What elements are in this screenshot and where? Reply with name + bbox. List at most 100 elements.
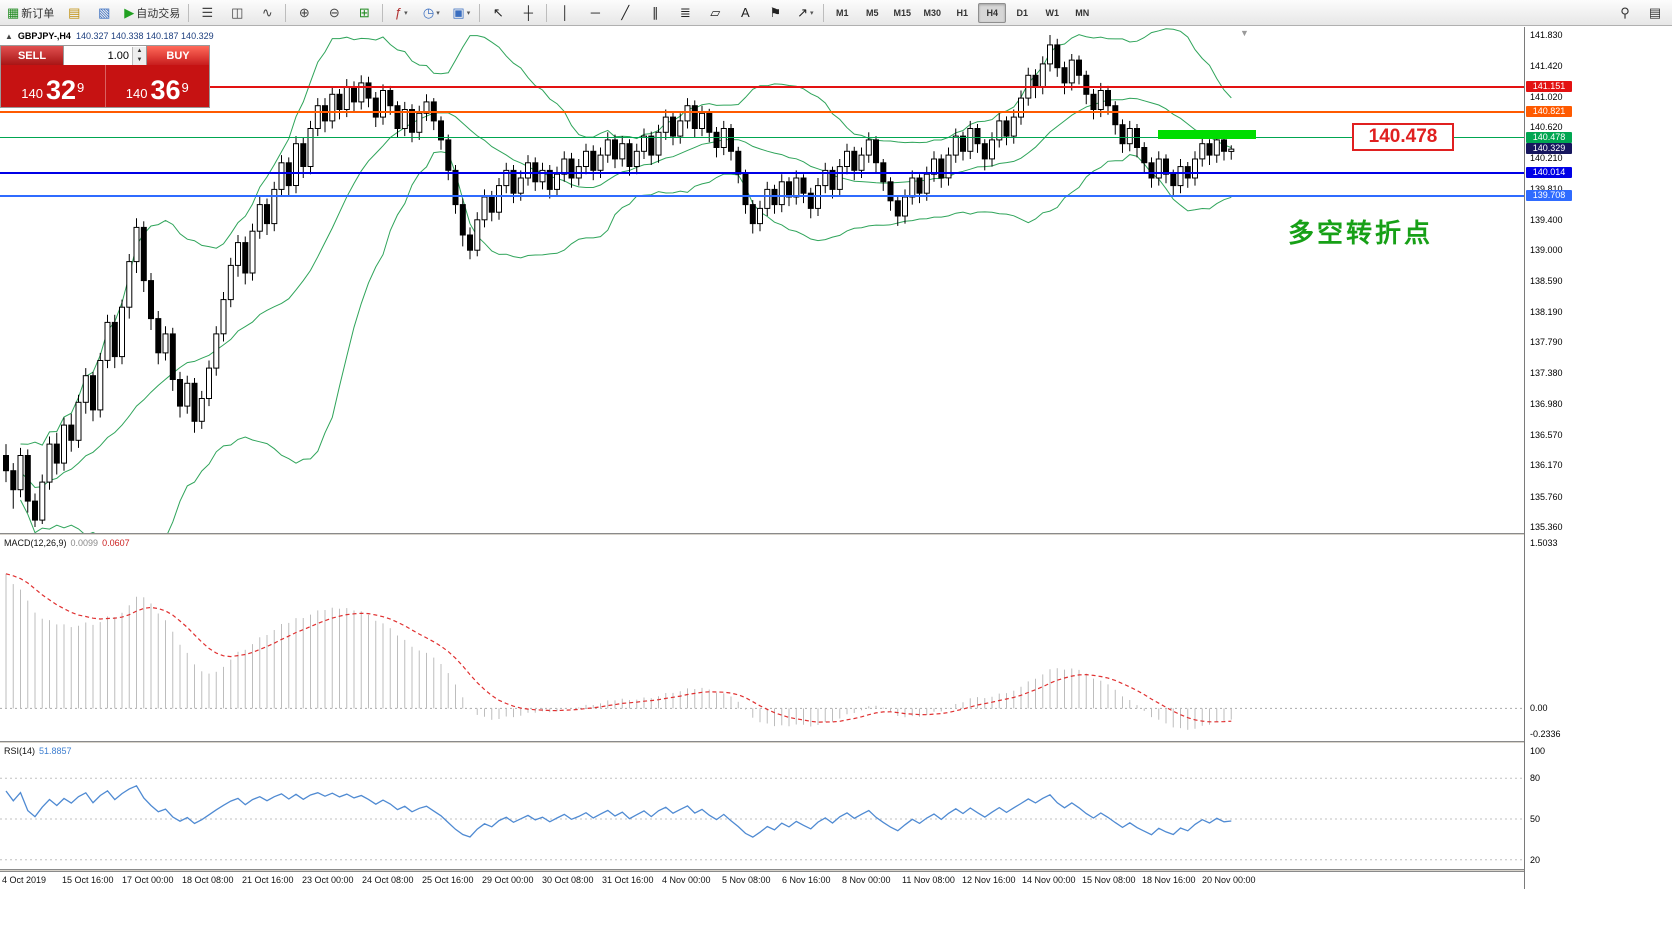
price-level-line[interactable] [0, 172, 1524, 175]
tf-button-M30[interactable]: M30 [923, 7, 942, 18]
axis-tick-label: 140.210 [1530, 153, 1563, 163]
sell-button[interactable]: SELL [1, 46, 63, 65]
chevron-down-icon[interactable]: ▾ [404, 9, 408, 17]
tf-button-M1[interactable]: M1 [836, 7, 849, 18]
price-callout-box[interactable]: 140.478 [1352, 123, 1454, 151]
crosshair-icon: ┼ [523, 5, 533, 20]
zoom-in-icon[interactable]: ⊕ [290, 2, 318, 24]
periods-icon[interactable]: ◷ ▾ [417, 2, 445, 24]
price-level-tag[interactable]: 140.014 [1526, 167, 1572, 178]
ohlc-values: 140.327 140.338 140.187 140.329 [75, 31, 214, 41]
panel-splitter[interactable] [0, 869, 1672, 871]
zoom-in-icon: ⊕ [298, 5, 310, 20]
templates-icon[interactable]: ▣ ▾ [447, 2, 475, 24]
search-icon[interactable]: ⚲ [1611, 2, 1639, 24]
main-toolbar: ▦ 新订单 ▤ ▧ ▶ 自动交易 ☰ ◫ ∿ ⊕ ⊖ ⊞ ƒ ▾ ◷ ▾ ▣ ▾ ↖ ┼ │ ─ ╱ ∥ ≣ ▱ A ⚑ ↗ ▾ M1 M5… [0, 0, 1672, 26]
sell-price-display[interactable]: 140 32 9 [1, 65, 106, 107]
vertical-line-icon[interactable]: │ [551, 2, 579, 24]
label-icon[interactable]: ⚑ [761, 2, 789, 24]
autotrading-button[interactable]: ▶ 自动交易 [120, 2, 184, 24]
zoom-out-icon[interactable]: ⊖ [320, 2, 348, 24]
axis-tick-label: 139.000 [1530, 245, 1563, 255]
tile-windows-icon[interactable]: ⊞ [350, 2, 378, 24]
trendline-icon[interactable]: ╱ [611, 2, 639, 24]
price-level-line[interactable] [0, 85, 1524, 88]
watch-list-icon[interactable]: ▤ [1641, 2, 1669, 24]
horizontal-line-icon[interactable]: ─ [581, 2, 609, 24]
time-axis-label: 15 Nov 08:00 [1082, 875, 1136, 885]
shapes-icon[interactable]: ▱ [701, 2, 729, 24]
time-axis-label: 20 Nov 00:00 [1202, 875, 1256, 885]
label-icon: ⚑ [769, 5, 782, 20]
line-chart-icon: ∿ [261, 5, 273, 20]
chevron-down-icon[interactable]: ▾ [466, 9, 471, 17]
volume-down-icon[interactable]: ▼ [133, 55, 146, 65]
channel-icon[interactable]: ∥ [641, 2, 669, 24]
chart-shift-marker[interactable]: ▼ [1240, 28, 1249, 38]
panel-splitter[interactable] [0, 741, 1672, 743]
toolbar-separator [546, 3, 548, 22]
price-level-tag[interactable]: 140.478 [1526, 132, 1572, 143]
autotrading-button-label: 自动交易 [136, 7, 181, 20]
tf-button-H1[interactable]: H1 [956, 7, 969, 18]
axis-tick-label: 1.5033 [1530, 538, 1558, 548]
fibonacci-icon[interactable]: ≣ [671, 2, 699, 24]
time-axis-label: 30 Oct 08:00 [542, 875, 594, 885]
panel-splitter[interactable] [0, 533, 1672, 535]
toolbar-separator [823, 3, 825, 22]
tf-button-M5[interactable]: M5 [866, 7, 879, 18]
candlestick-chart-icon[interactable]: ◫ [223, 2, 251, 24]
channel-icon: ∥ [652, 5, 659, 20]
time-axis-label: 14 Nov 00:00 [1022, 875, 1076, 885]
toolbar-separator [285, 3, 287, 22]
volume-stepper[interactable]: ▲ ▼ [132, 46, 146, 65]
time-axis[interactable]: 4 Oct 2019 15 Oct 16:00 17 Oct 00:00 18 Oct… [0, 871, 1524, 890]
text-icon[interactable]: A [731, 2, 759, 24]
rsi-line [5, 784, 1232, 838]
price-axis[interactable]: 141.830 141.420 141.020 140.620 140.210 139.8… [1524, 27, 1672, 889]
buy-button[interactable]: BUY [147, 46, 209, 65]
new-order-button-label: 新订单 [21, 7, 55, 20]
arrows-icon[interactable]: ↗ ▾ [791, 2, 819, 24]
data-window-icon[interactable]: ▧ [90, 2, 118, 24]
chart-window-icon[interactable]: ▤ [60, 2, 88, 24]
buy-price-display[interactable]: 140 36 9 [105, 65, 209, 107]
price-level-line[interactable] [0, 195, 1524, 198]
price-level-line[interactable] [0, 137, 1524, 139]
tf-button-MN[interactable]: MN [1075, 7, 1090, 18]
bar-chart-icon[interactable]: ☰ [193, 2, 221, 24]
price-level-tag[interactable]: 139.708 [1526, 190, 1572, 201]
macd-panel[interactable]: MACD(12,26,9) 0.0099 0.0607 [0, 535, 1524, 741]
toolbar-separator [479, 3, 481, 22]
price-level-tag[interactable]: 141.151 [1526, 81, 1572, 92]
toolbar-separator [382, 3, 384, 22]
collapse-trade-panel-icon[interactable]: ▲ [5, 31, 13, 41]
chevron-down-icon[interactable]: ▾ [809, 9, 814, 17]
chevron-down-icon[interactable]: ▾ [436, 9, 440, 17]
tf-button-M15[interactable]: M15 [893, 7, 912, 18]
axis-tick-label: 50 [1530, 814, 1541, 824]
tf-button-D1[interactable]: D1 [1016, 7, 1029, 18]
rsi-panel[interactable]: RSI(14) 51.8857 [0, 743, 1524, 869]
time-axis-label: 15 Oct 16:00 [62, 875, 114, 885]
chinese-note-text[interactable]: 多空转折点 [1288, 218, 1434, 248]
main-chart-panel[interactable]: ▼ ▲ GBPJPY-,H4 140.327 140.338 140.187 1… [0, 27, 1524, 533]
price-level-tag[interactable]: 140.821 [1526, 106, 1572, 117]
indicators-icon[interactable]: ƒ ▾ [387, 2, 415, 24]
new-order-icon: ▦ [7, 5, 20, 20]
volume-input[interactable]: 1.00 ▲ ▼ [63, 46, 147, 65]
volume-up-icon[interactable]: ▲ [133, 46, 146, 56]
green-highlight-bar[interactable] [1158, 130, 1256, 139]
tf-button-W1[interactable]: W1 [1045, 7, 1060, 18]
new-order-button[interactable]: ▦ 新订单 [3, 2, 58, 24]
crosshair-icon[interactable]: ┼ [514, 2, 542, 24]
price-level-line[interactable] [0, 110, 1524, 113]
tf-button-H4[interactable]: H4 [978, 2, 1007, 23]
toolbar-separator [188, 3, 190, 22]
cursor-icon[interactable]: ↖ [484, 2, 512, 24]
volume-value[interactable]: 1.00 [107, 49, 129, 62]
price-level-tag[interactable]: 140.329 [1526, 143, 1572, 154]
candlestick-chart-canvas[interactable] [0, 27, 1524, 533]
line-chart-icon[interactable]: ∿ [253, 2, 281, 24]
